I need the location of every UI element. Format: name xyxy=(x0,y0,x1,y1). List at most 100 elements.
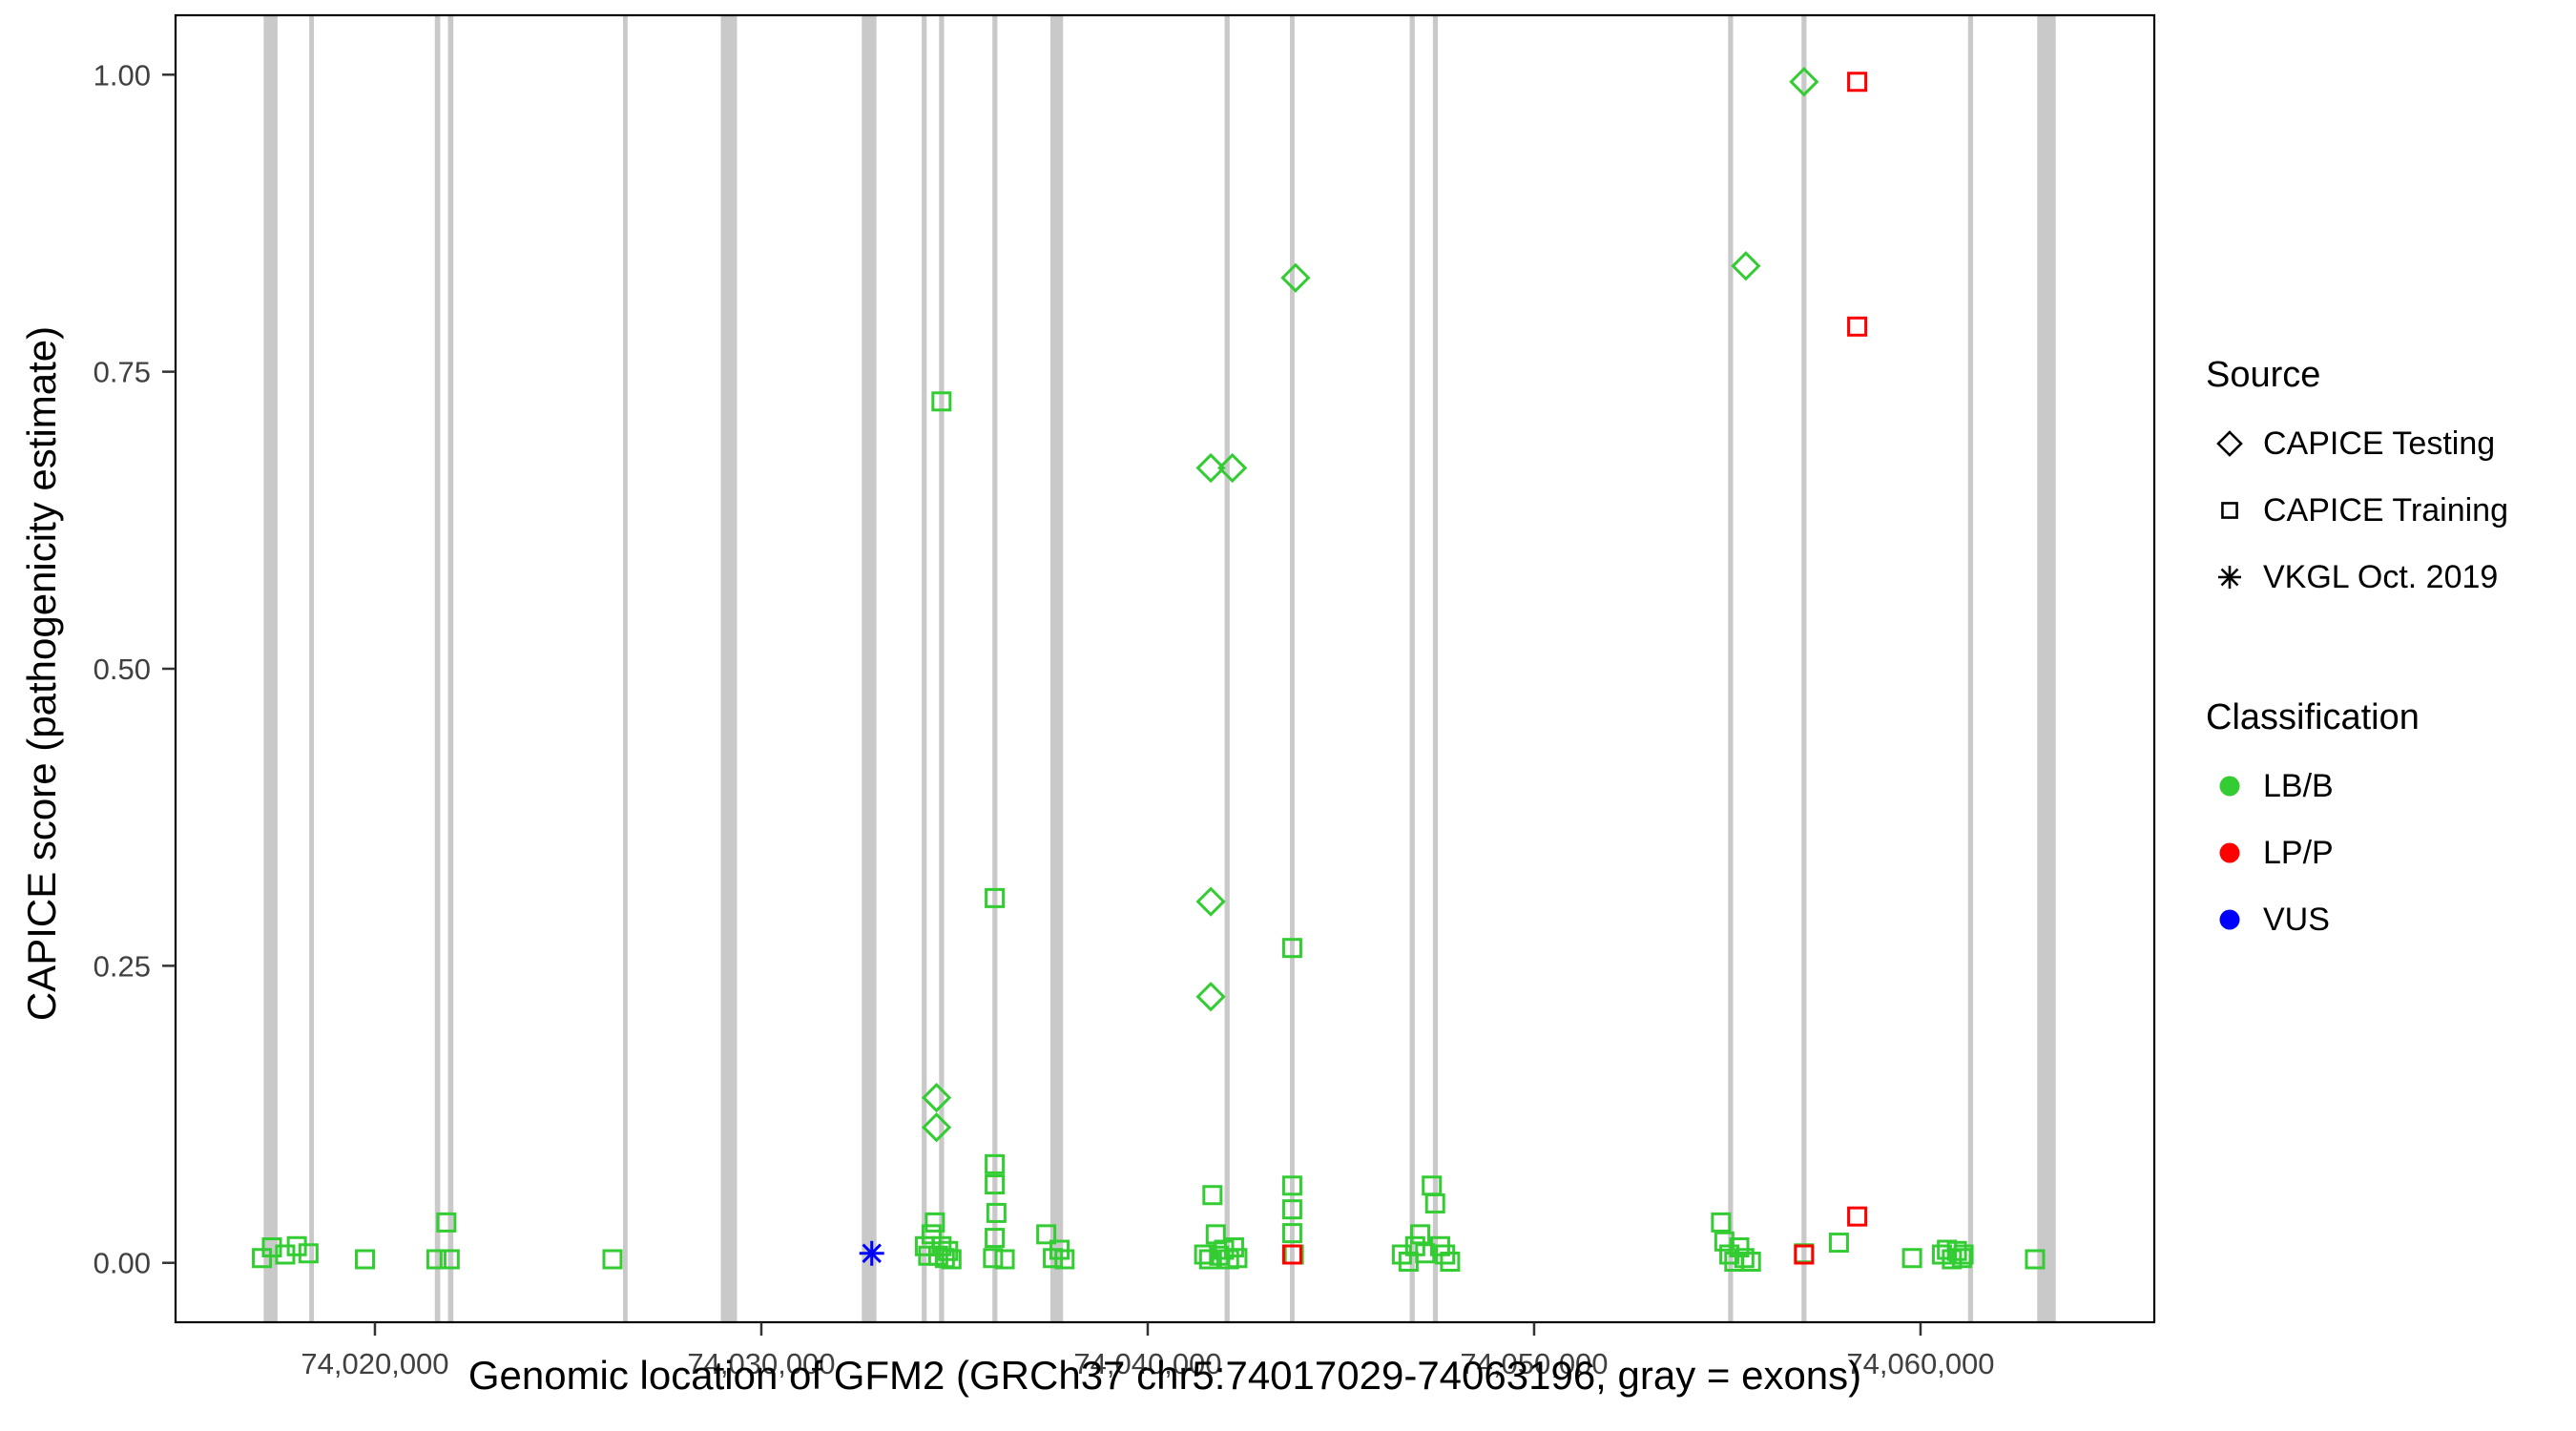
legend-item-capice-training: CAPICE Training xyxy=(2206,486,2561,535)
diamond-marker xyxy=(1731,251,1761,281)
capice-training-square-icon xyxy=(2221,502,2238,519)
legend-item-label: LB/B xyxy=(2263,767,2334,804)
exon-bar xyxy=(1432,15,1439,1322)
exon-bar xyxy=(1967,15,1974,1322)
exon-bar xyxy=(1801,15,1807,1322)
y-axis-tick-label: 0.75 xyxy=(93,356,151,389)
lpp-red-dot-icon xyxy=(2219,842,2240,863)
legend-item-vkgl: VKGL Oct. 2019 xyxy=(2206,552,2561,602)
square-marker xyxy=(1281,1175,1302,1196)
legend: Source CAPICE Testing CAPICE Training VK… xyxy=(2206,355,2561,962)
lbb-green-dot-icon xyxy=(2219,776,2240,797)
diamond-marker xyxy=(1280,262,1311,293)
square-marker xyxy=(1036,1224,1057,1245)
square-marker xyxy=(1194,1244,1215,1265)
square-marker xyxy=(261,1237,282,1258)
square-marker xyxy=(1847,1206,1868,1227)
legend-item-vus: VUS xyxy=(2206,895,2561,944)
y-axis-tick-label: 0.50 xyxy=(93,653,151,686)
square-marker xyxy=(286,1235,307,1256)
legend-source-title: Source xyxy=(2206,355,2321,395)
exon-bar xyxy=(862,15,877,1322)
x-axis-tick-label: 74,030,000 xyxy=(687,1347,835,1380)
legend-item-label: LP/P xyxy=(2263,834,2334,871)
square-marker xyxy=(985,1174,1006,1195)
square-marker xyxy=(1054,1249,1075,1270)
exon-bar xyxy=(1409,15,1415,1322)
legend-item-label: VKGL Oct. 2019 xyxy=(2263,558,2499,595)
exon-bar xyxy=(922,15,927,1322)
square-marker xyxy=(1281,1244,1302,1265)
square-marker xyxy=(1714,1231,1735,1252)
square-marker xyxy=(985,1153,1006,1174)
legend-item-lbb: LB/B xyxy=(2206,761,2561,811)
square-marker xyxy=(1440,1251,1461,1272)
square-marker xyxy=(1740,1251,1761,1272)
diamond-marker xyxy=(1195,982,1226,1012)
square-marker xyxy=(2221,502,2238,519)
asterisk-marker xyxy=(2220,568,2239,587)
diamond-marker xyxy=(1195,886,1226,917)
dot-marker xyxy=(2219,776,2240,797)
square-marker xyxy=(1424,1192,1445,1213)
x-axis-tick-label: 74,020,000 xyxy=(301,1347,448,1380)
x-axis-tick-label: 74,050,000 xyxy=(1460,1347,1608,1380)
square-marker xyxy=(1734,1248,1755,1269)
dot-marker xyxy=(2219,842,2240,863)
square-marker xyxy=(1281,1223,1302,1244)
square-marker xyxy=(1281,1199,1302,1220)
square-marker xyxy=(355,1249,376,1270)
square-marker xyxy=(1415,1243,1436,1264)
legend-item-label: VUS xyxy=(2263,901,2330,938)
y-axis-tick-label: 0.00 xyxy=(93,1247,151,1280)
exon-bar xyxy=(1049,15,1064,1322)
diamond-marker xyxy=(921,1082,952,1113)
square-marker xyxy=(1435,1244,1456,1265)
square-marker xyxy=(986,1202,1007,1223)
asterisk-marker xyxy=(862,1243,882,1264)
square-marker xyxy=(941,1249,962,1270)
square-marker xyxy=(1227,1248,1248,1269)
square-marker xyxy=(985,1228,1006,1249)
square-marker xyxy=(931,391,952,412)
exon-bar xyxy=(434,15,441,1322)
exon-bar xyxy=(263,15,278,1322)
square-marker xyxy=(426,1249,447,1270)
square-marker xyxy=(983,1248,1004,1269)
exon-bar xyxy=(622,15,628,1322)
vkgl-asterisk-icon xyxy=(2218,566,2241,589)
diamond-marker xyxy=(1217,452,1248,484)
legend-item-label: CAPICE Training xyxy=(2263,491,2508,529)
exon-bar xyxy=(309,15,314,1322)
square-marker xyxy=(1711,1212,1732,1233)
square-marker xyxy=(602,1249,623,1270)
square-marker xyxy=(1946,1240,1967,1261)
x-axis-title: Genomic location of GFM2 (GRCh37 chr5:74… xyxy=(467,1353,1862,1398)
y-axis-tick-label: 0.25 xyxy=(93,949,151,983)
exon-bar xyxy=(2037,15,2056,1322)
square-marker xyxy=(436,1212,457,1233)
x-axis-tick-label: 74,060,000 xyxy=(1846,1347,1994,1380)
exon-bar xyxy=(1290,15,1295,1322)
legend-item-lpp: LP/P xyxy=(2206,828,2561,878)
square-marker xyxy=(1901,1248,1922,1269)
vus-blue-dot-icon xyxy=(2219,909,2240,930)
diamond-marker xyxy=(2216,430,2243,457)
square-marker xyxy=(994,1249,1015,1270)
square-marker xyxy=(1953,1244,1974,1265)
square-marker xyxy=(439,1249,460,1270)
exon-bar xyxy=(447,15,454,1322)
square-marker xyxy=(298,1243,319,1264)
square-marker xyxy=(1410,1224,1431,1245)
diamond-marker xyxy=(921,1112,952,1143)
square-marker xyxy=(985,887,1006,908)
legend-item-label: CAPICE Testing xyxy=(2263,425,2496,462)
y-axis-title: CAPICE score (pathogenicity estimate) xyxy=(19,325,64,1022)
square-marker xyxy=(1729,1237,1750,1258)
dot-marker xyxy=(2219,909,2240,930)
square-marker xyxy=(2025,1249,2046,1270)
exon-bar xyxy=(720,15,737,1322)
x-axis-tick-label: 74,040,000 xyxy=(1073,1347,1221,1380)
